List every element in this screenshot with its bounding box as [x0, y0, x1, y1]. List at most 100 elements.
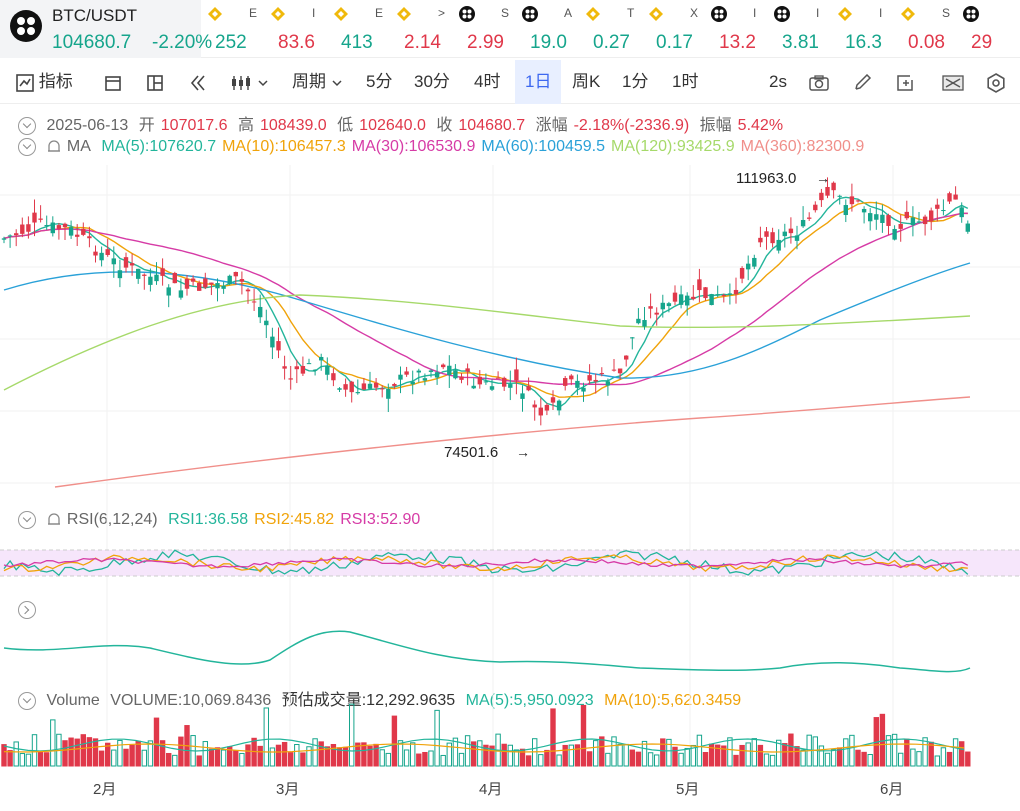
- ticker-item[interactable]: S 0.08: [894, 0, 957, 58]
- candle-body: [367, 383, 373, 389]
- indicators-button[interactable]: 指标: [16, 60, 73, 104]
- volume-estimate: 预估成交量:12,292.9635: [281, 692, 456, 709]
- volume-bar: [440, 754, 446, 767]
- rsi-line: [3, 549, 969, 577]
- interval-tab[interactable]: 1日: [515, 60, 562, 104]
- candle-body: [581, 387, 586, 392]
- ticker-value: 3.81: [782, 32, 819, 53]
- ticker-item[interactable]: T 0.27: [579, 0, 642, 58]
- candle-body: [593, 379, 598, 382]
- ticker-item[interactable]: X 0.17: [642, 0, 705, 58]
- high-annotation: 111963.0: [736, 170, 796, 187]
- candle-body: [44, 224, 49, 227]
- screenshot-button[interactable]: [808, 60, 830, 104]
- volume-bar: [13, 741, 19, 767]
- chart-type-dropdown[interactable]: [230, 60, 269, 104]
- ticker-item[interactable]: >2.14: [390, 0, 453, 58]
- ticker-value: 252: [215, 32, 247, 53]
- candle-body: [489, 386, 495, 390]
- interval-tab[interactable]: 5分: [366, 72, 393, 91]
- rsi-legend-item: RSI3:52.90: [340, 511, 421, 529]
- candle-body: [343, 384, 348, 390]
- candle-body: [380, 388, 385, 390]
- candle-body: [886, 215, 891, 226]
- interval-tab[interactable]: 30分: [414, 72, 450, 91]
- volume-ma5: MA(5):5,950.0923: [465, 692, 594, 709]
- candle-body: [129, 263, 135, 266]
- volume-bar: [525, 755, 532, 767]
- candle-body: [258, 306, 263, 318]
- ohlc-date: 2025-06-13: [46, 117, 129, 134]
- calendar-button[interactable]: [104, 60, 122, 104]
- ma-legend-items: MA(5):107620.7 MA(10):106457.3 MA(30):1065…: [101, 138, 870, 155]
- candle-body: [288, 378, 293, 380]
- add-window-button[interactable]: [896, 60, 916, 104]
- btc-coin-icon: [10, 10, 42, 42]
- collapse-toggle-icon[interactable]: [18, 691, 36, 710]
- volume-bar: [312, 738, 318, 767]
- interval-tab[interactable]: 4时: [474, 72, 501, 91]
- ticker-value: 0.27: [593, 32, 630, 53]
- candle-body: [605, 381, 611, 386]
- candle-body: [563, 378, 568, 386]
- collapse-toggle-icon[interactable]: [18, 116, 36, 135]
- rewind-button[interactable]: [188, 60, 208, 104]
- bell-icon[interactable]: [46, 512, 62, 528]
- candle-body: [648, 306, 653, 309]
- volume-bar: [794, 746, 800, 767]
- ticker-name: I: [816, 6, 820, 20]
- ticker-item[interactable]: A 19.0: [516, 0, 579, 58]
- ma-legend-name: MA: [66, 138, 91, 156]
- ma-line: [3, 262, 971, 379]
- volume-bar: [275, 744, 282, 767]
- ticker-item[interactable]: S 2.99: [453, 0, 516, 58]
- ticker-item[interactable]: E 413: [327, 0, 390, 58]
- bell-icon[interactable]: [46, 139, 62, 155]
- settings-button[interactable]: [986, 60, 1006, 104]
- volume-bar: [855, 749, 861, 767]
- candle-body: [99, 252, 104, 261]
- ticker-item[interactable]: I 13.2: [705, 0, 768, 58]
- pair-btc-usdt[interactable]: BTC/USDT 104680.7 -2.20%: [0, 0, 212, 58]
- candle-body: [123, 257, 129, 268]
- candle-body: [325, 365, 330, 375]
- ticker-item[interactable]: 29: [957, 0, 1020, 58]
- candle-body: [233, 271, 238, 277]
- candle-body: [300, 366, 306, 374]
- candle-body: [136, 268, 141, 279]
- volume-bar: [830, 749, 837, 767]
- collapse-toggle-icon[interactable]: [18, 511, 36, 529]
- ticker-item[interactable]: I 83.6: [264, 0, 327, 58]
- volume-bar: [684, 747, 690, 767]
- candle-body: [624, 355, 629, 360]
- volume-bar: [288, 752, 294, 767]
- candle-body: [197, 282, 202, 291]
- period-dropdown[interactable]: 周期: [292, 60, 343, 104]
- volume-bar: [379, 749, 385, 767]
- volume-bar: [489, 745, 495, 767]
- volume-bar: [123, 748, 129, 767]
- candle-body: [660, 302, 665, 310]
- ticker-item[interactable]: E 252: [201, 0, 264, 58]
- ticker-item[interactable]: I 3.81: [768, 0, 831, 58]
- expand-toggle-icon[interactable]: [18, 601, 36, 619]
- interval-tab[interactable]: 1时: [672, 72, 699, 91]
- volume-bar: [739, 744, 745, 767]
- volume-bar: [867, 754, 873, 767]
- ticker-item[interactable]: I 16.3: [831, 0, 894, 58]
- ticker-value: 413: [341, 32, 373, 53]
- collapse-toggle-icon[interactable]: [18, 138, 36, 156]
- volume-bar: [452, 737, 459, 767]
- candle-body: [203, 278, 208, 288]
- volume-bar: [586, 751, 593, 767]
- interval-tab[interactable]: 1分: [622, 72, 649, 91]
- fullscreen-button[interactable]: [942, 60, 964, 104]
- candle-body: [447, 365, 452, 376]
- layout-button[interactable]: [146, 60, 164, 104]
- ohlc-low-label: 低: [337, 117, 354, 134]
- volume-bar: [153, 717, 160, 767]
- draw-button[interactable]: [853, 60, 873, 104]
- refresh-interval[interactable]: 2s: [769, 72, 787, 91]
- interval-tab[interactable]: 周K: [572, 72, 601, 91]
